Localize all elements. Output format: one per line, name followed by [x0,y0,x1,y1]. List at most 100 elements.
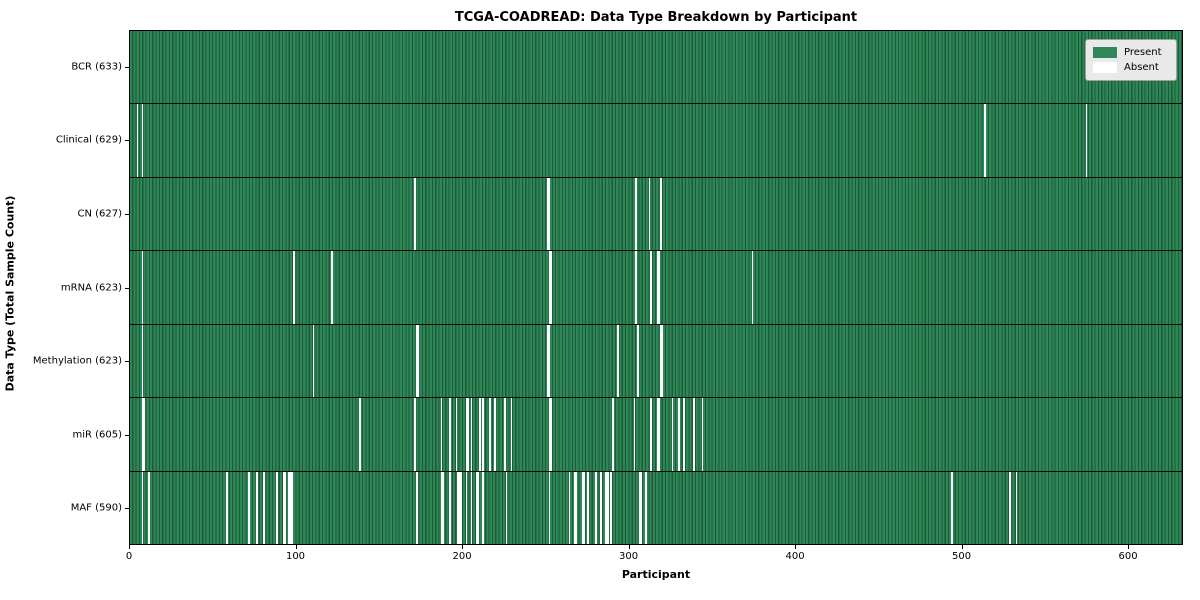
absent-stripe [148,471,150,544]
absent-stripe [550,398,553,471]
absent-stripe [455,398,458,471]
ytick-label-mRNA: mRNA (623) [60,282,122,293]
absent-stripe [465,471,468,544]
xtick-label-100: 100 [285,551,306,562]
absent-stripe [658,398,661,471]
absent-stripe [442,471,445,544]
absent-stripe [701,398,704,471]
absent-stripe [510,398,513,471]
absent-stripe [440,471,443,544]
absent-stripe [488,398,491,471]
absent-stripe [548,251,551,324]
absent-stripe [575,471,578,544]
ytick-mark [125,140,129,142]
row-BCR [130,31,1182,105]
absent-stripe [660,177,662,251]
absent-stripe [291,471,293,544]
absent-stripe [583,471,586,544]
absent-stripe [477,471,479,544]
absent-stripe [548,398,551,471]
ytick-mark [125,66,129,68]
xtick-label-500: 500 [951,551,972,562]
legend-absent-label: Absent [1124,62,1159,73]
absent-stripe [457,471,460,544]
xtick-mark [295,545,297,549]
absent-stripe [503,398,506,471]
row-mRNA [130,251,1182,325]
absent-stripe [449,471,451,544]
absent-stripe [414,177,416,251]
absent-stripe [678,398,681,471]
absent-stripe [141,251,144,324]
absent-stripe [751,251,754,324]
absent-stripe [595,471,597,544]
absent-stripe [547,177,549,251]
plot-area [129,30,1183,545]
absent-stripe [548,177,551,251]
absent-stripe [141,104,144,177]
legend-entry-present: Present [1093,45,1169,60]
xtick-mark [628,545,630,549]
absent-stripe [650,251,652,324]
absent-stripe [638,471,641,544]
absent-stripe [610,471,612,544]
absent-stripe [331,251,333,324]
absent-stripe [656,398,659,471]
absent-stripe [587,471,589,544]
absent-stripe [460,471,463,544]
absent-stripe [656,251,659,324]
absent-stripe [606,471,609,544]
absent-stripe [1085,104,1088,177]
row-MAF [130,471,1182,544]
absent-stripe [493,398,496,471]
absent-stripe [312,324,315,398]
xtick-label-0: 0 [125,551,133,562]
xtick-mark [961,545,963,549]
absent-stripe [470,471,473,544]
absent-stripe [292,251,295,324]
ytick-mark [125,287,129,289]
absent-stripe [605,471,607,544]
absent-stripe [645,471,647,544]
absent-stripe [633,398,636,471]
absent-stripe [661,324,664,398]
absent-stripe [256,471,258,544]
xtick-mark [795,545,797,549]
ytick-label-MAF: MAF (590) [70,502,122,514]
absent-stripe [289,471,292,544]
absent-stripe [547,324,549,398]
absent-stripe [136,104,139,177]
absent-stripe [1015,471,1018,544]
absent-stripe [600,471,602,544]
xtick-mark [129,545,130,549]
y-axis-title: Data Type (Total Sample Count) [3,195,17,392]
row-Clinical [130,104,1182,178]
absent-stripe [671,398,674,471]
xtick-mark [1128,545,1130,549]
absent-stripe [284,471,287,544]
absent-stripe [417,324,420,398]
absent-stripe [459,471,461,544]
absent-stripe [1009,471,1011,544]
absent-stripe [568,471,571,544]
absent-stripe [465,398,468,471]
absent-stripe [141,471,144,544]
absent-stripe [226,471,229,544]
absent-stripe [414,398,416,471]
absent-stripe [573,471,576,544]
absent-stripe [479,398,481,471]
xtick-label-200: 200 [452,551,472,562]
row-Methylation [130,324,1182,399]
absent-stripe [660,324,662,398]
absent-stripe [287,471,290,544]
absent-stripe [449,398,451,471]
ytick-label-CN: CN (627) [77,208,122,220]
absent-stripe [276,471,278,544]
absent-stripe [640,471,642,544]
xtick-label-600: 600 [1118,551,1138,562]
absent-stripe [635,177,637,251]
present-swatch-icon [1093,47,1117,58]
absent-stripe [262,471,265,544]
xtick-label-400: 400 [785,551,805,562]
